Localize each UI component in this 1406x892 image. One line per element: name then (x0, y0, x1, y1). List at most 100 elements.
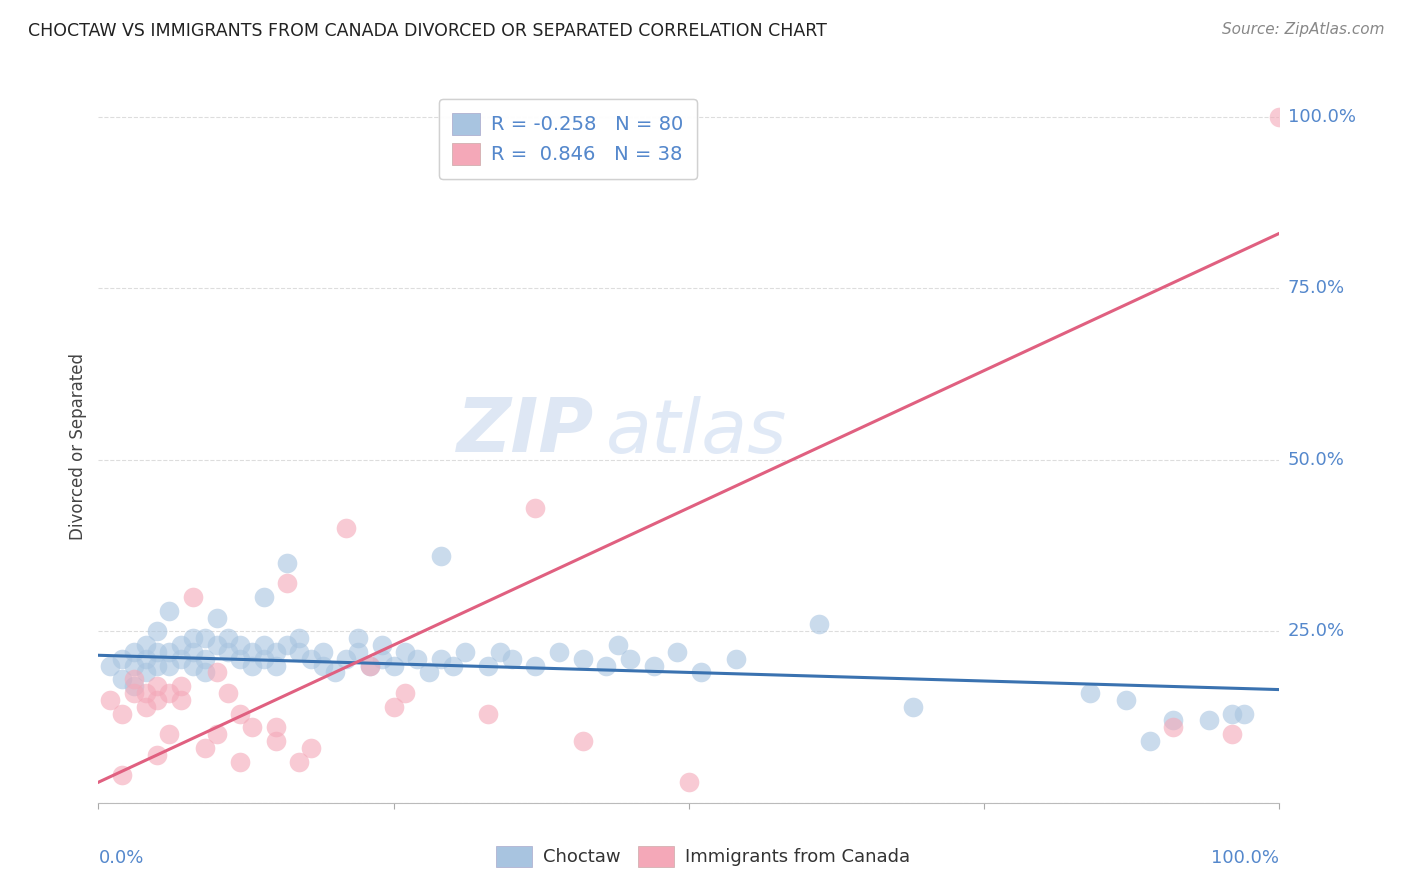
Text: CHOCTAW VS IMMIGRANTS FROM CANADA DIVORCED OR SEPARATED CORRELATION CHART: CHOCTAW VS IMMIGRANTS FROM CANADA DIVORC… (28, 22, 827, 40)
Point (146, 693, 169, 707)
Point (595, 658, 617, 673)
Point (135, 686, 157, 700)
Point (1161, 714, 1184, 728)
Text: 100.0%: 100.0% (1288, 108, 1355, 126)
Point (477, 706, 499, 721)
Point (217, 686, 239, 700)
Point (288, 631, 311, 645)
Point (229, 755, 252, 769)
Point (571, 734, 593, 748)
Point (135, 638, 157, 652)
Point (253, 638, 276, 652)
Point (501, 651, 523, 665)
Point (406, 651, 429, 665)
Point (135, 651, 157, 665)
Point (489, 645, 512, 659)
Point (288, 645, 311, 659)
Point (229, 638, 252, 652)
Point (1161, 720, 1184, 734)
Point (418, 665, 440, 680)
Point (1220, 727, 1243, 741)
Point (264, 734, 287, 748)
Point (157, 727, 180, 741)
Point (205, 665, 228, 680)
Point (157, 645, 180, 659)
Point (359, 658, 381, 673)
Point (571, 651, 593, 665)
Point (1115, 693, 1137, 707)
Legend: Choctaw, Immigrants from Canada: Choctaw, Immigrants from Canada (488, 838, 918, 874)
Point (678, 775, 700, 789)
Point (1198, 714, 1220, 728)
Point (170, 651, 193, 665)
Point (181, 645, 204, 659)
Text: 25.0%: 25.0% (1288, 623, 1346, 640)
Point (122, 645, 145, 659)
Point (253, 651, 276, 665)
Point (229, 651, 252, 665)
Point (1139, 734, 1161, 748)
Point (146, 679, 169, 693)
Point (146, 645, 169, 659)
Text: Source: ZipAtlas.com: Source: ZipAtlas.com (1222, 22, 1385, 37)
Point (122, 686, 145, 700)
Text: atlas: atlas (606, 396, 787, 467)
Point (477, 658, 499, 673)
Point (1233, 706, 1256, 721)
Point (382, 699, 405, 714)
Point (240, 645, 263, 659)
Point (135, 699, 157, 714)
Point (453, 645, 475, 659)
Point (371, 651, 394, 665)
Text: ZIP: ZIP (457, 395, 595, 468)
Point (619, 651, 641, 665)
Point (276, 556, 298, 570)
Point (122, 679, 145, 693)
Point (111, 673, 134, 687)
Point (194, 651, 217, 665)
Point (312, 645, 335, 659)
Point (347, 631, 370, 645)
Point (335, 651, 357, 665)
Point (146, 747, 169, 762)
Point (122, 673, 145, 687)
Point (394, 686, 416, 700)
Text: 0.0%: 0.0% (98, 849, 143, 867)
Point (335, 521, 357, 535)
Text: 100.0%: 100.0% (1212, 849, 1279, 867)
Point (181, 658, 204, 673)
Point (170, 638, 193, 652)
Text: 50.0%: 50.0% (1288, 450, 1344, 468)
Point (135, 665, 157, 680)
Point (205, 727, 228, 741)
Point (194, 665, 217, 680)
Point (430, 549, 453, 563)
Point (299, 740, 322, 755)
Text: 75.0%: 75.0% (1288, 279, 1346, 297)
Point (157, 686, 180, 700)
Point (371, 638, 394, 652)
Point (903, 699, 925, 714)
Point (98, 658, 121, 673)
Point (299, 651, 322, 665)
Point (276, 638, 298, 652)
Point (111, 706, 134, 721)
Point (98, 693, 121, 707)
Point (725, 651, 748, 665)
Point (240, 720, 263, 734)
Point (359, 658, 381, 673)
Point (276, 576, 298, 591)
Point (146, 658, 169, 673)
Point (146, 624, 169, 639)
Point (264, 720, 287, 734)
Point (111, 651, 134, 665)
Point (548, 645, 571, 659)
Point (157, 604, 180, 618)
Point (430, 651, 453, 665)
Point (323, 665, 346, 680)
Point (288, 755, 311, 769)
Point (689, 665, 711, 680)
Point (807, 617, 830, 632)
Point (170, 693, 193, 707)
Point (217, 645, 239, 659)
